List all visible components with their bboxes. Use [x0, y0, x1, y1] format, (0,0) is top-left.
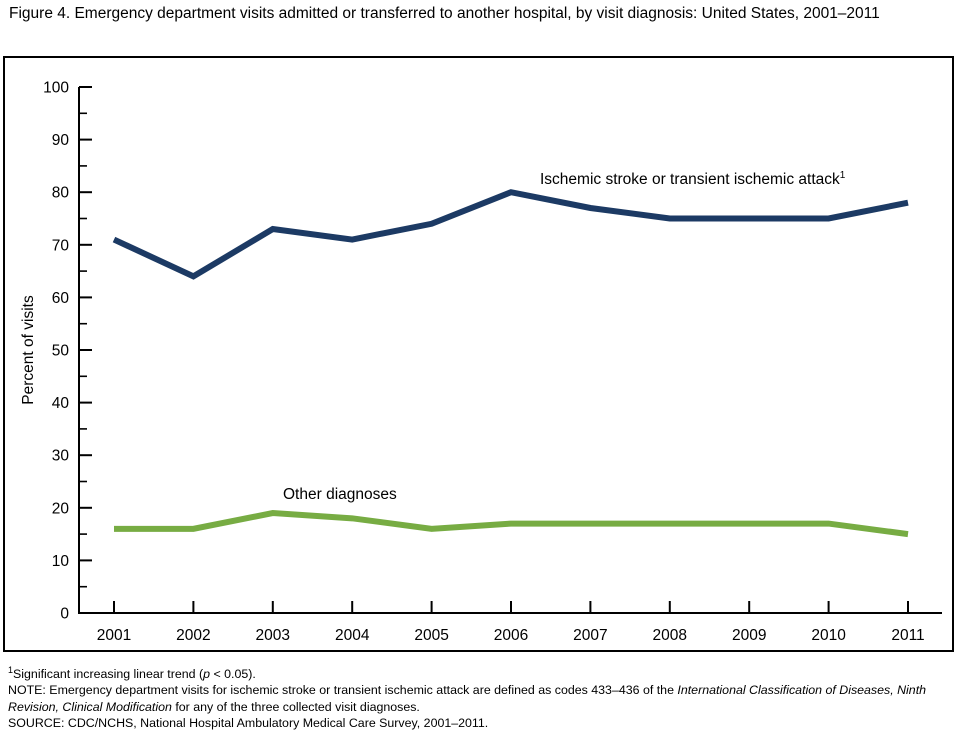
series-label-1: Other diagnoses — [283, 486, 397, 503]
y-tick-label: 40 — [52, 395, 70, 412]
plot-border — [3, 56, 954, 652]
y-tick-label: 0 — [60, 606, 69, 623]
footnote-italic-p: p — [203, 667, 211, 681]
footnote-text: Significant increasing linear trend ( — [13, 667, 204, 681]
x-tick-label: 2009 — [732, 627, 766, 644]
x-tick-label: 2007 — [573, 627, 607, 644]
x-tick-label: 2008 — [653, 627, 687, 644]
y-tick-label: 20 — [52, 500, 70, 517]
x-tick-label: 2010 — [811, 627, 846, 644]
y-tick-label: 90 — [52, 132, 70, 149]
footnote-significance: 1Significant increasing linear trend (p … — [8, 664, 953, 682]
y-tick-label: 60 — [52, 290, 70, 307]
x-tick-label: 2003 — [256, 627, 290, 644]
footnotes: 1Significant increasing linear trend (p … — [8, 664, 953, 731]
note-icd-title: International Classification of Diseases… — [8, 683, 927, 714]
x-tick-label: 2006 — [494, 627, 528, 644]
footnote-note: NOTE: Emergency department visits for is… — [8, 682, 953, 715]
footnote-source: SOURCE: CDC/NCHS, National Hospital Ambu… — [8, 715, 489, 730]
footnote-text-end: < 0.05). — [210, 667, 256, 681]
series-line-1 — [114, 510, 909, 538]
note-text-end: for any of the three collected visit dia… — [171, 699, 420, 714]
series-label-superscript: 1 — [840, 170, 846, 181]
y-tick-label: 30 — [52, 448, 70, 465]
x-tick-label: 2002 — [176, 627, 210, 644]
note-text: NOTE: Emergency department visits for is… — [8, 683, 678, 698]
series-label-0: Ischemic stroke or transient ischemic at… — [540, 170, 846, 188]
y-tick-label: 70 — [52, 237, 70, 254]
y-axis-title: Percent of visits — [20, 295, 37, 405]
figure-title: Figure 4. Emergency department visits ad… — [9, 5, 880, 22]
line-chart: 0 10 20 30 40 50 60 70 80 90 100 2001 2002 2003 2004 20… — [3, 56, 954, 652]
y-tick-label: 100 — [43, 80, 69, 97]
x-tick-label: 2011 — [891, 627, 924, 644]
series-line-0 — [112, 189, 909, 280]
y-tick-label: 80 — [52, 185, 70, 202]
y-tick-label: 50 — [52, 343, 70, 360]
x-tick-label: 2005 — [414, 627, 448, 644]
y-tick-label: 10 — [52, 553, 70, 570]
x-tick-label: 2004 — [335, 627, 370, 644]
footnote-superscript: 1 — [8, 664, 14, 675]
x-tick-label: 2001 — [97, 627, 131, 644]
